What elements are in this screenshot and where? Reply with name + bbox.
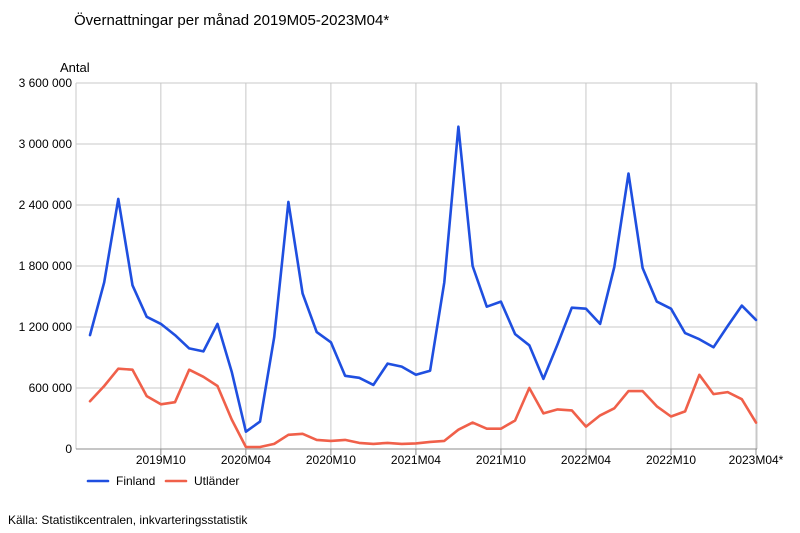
- y-tick-label: 2 400 000: [19, 198, 73, 212]
- legend: Finland Utländer: [86, 474, 239, 488]
- y-tick-label: 1 200 000: [19, 320, 73, 334]
- y-tick-label: 1 800 000: [19, 259, 73, 273]
- x-tick-label: 2020M10: [306, 453, 356, 467]
- y-tick-label: 3 600 000: [19, 76, 73, 90]
- x-tick-label: 2021M10: [476, 453, 526, 467]
- y-axis-ticks: 0 600 000 1 200 000 1 800 000 2 400 000 3 000…: [19, 76, 73, 456]
- y-tick-label: 3 000 000: [19, 137, 73, 151]
- y-tick-label: 600 000: [29, 381, 73, 395]
- y-tick-label: 0: [65, 442, 72, 456]
- x-tick-label: 2022M04: [561, 453, 611, 467]
- legend-label-finland: Finland: [116, 474, 155, 488]
- x-tick-label: 2020M04: [221, 453, 271, 467]
- chart-title: Övernattningar per månad 2019M05-2023M04…: [74, 12, 390, 29]
- x-tick-label: 2022M10: [646, 453, 696, 467]
- source-note: Källa: Statistikcentralen, inkvarterings…: [8, 513, 248, 527]
- x-axis-ticks: 2019M10 2020M04 2020M10 2021M04 2021M10 2022M…: [136, 449, 784, 467]
- y-axis-label: Antal: [60, 60, 90, 75]
- series-line-utländer: [88, 367, 758, 449]
- legend-label-utländer: Utländer: [194, 474, 239, 488]
- x-tick-label: 2023M04*: [729, 453, 784, 467]
- series-line-finland: [88, 125, 758, 434]
- x-tick-label: 2019M10: [136, 453, 186, 467]
- series-lines: [88, 125, 758, 449]
- x-tick-label: 2021M04: [391, 453, 441, 467]
